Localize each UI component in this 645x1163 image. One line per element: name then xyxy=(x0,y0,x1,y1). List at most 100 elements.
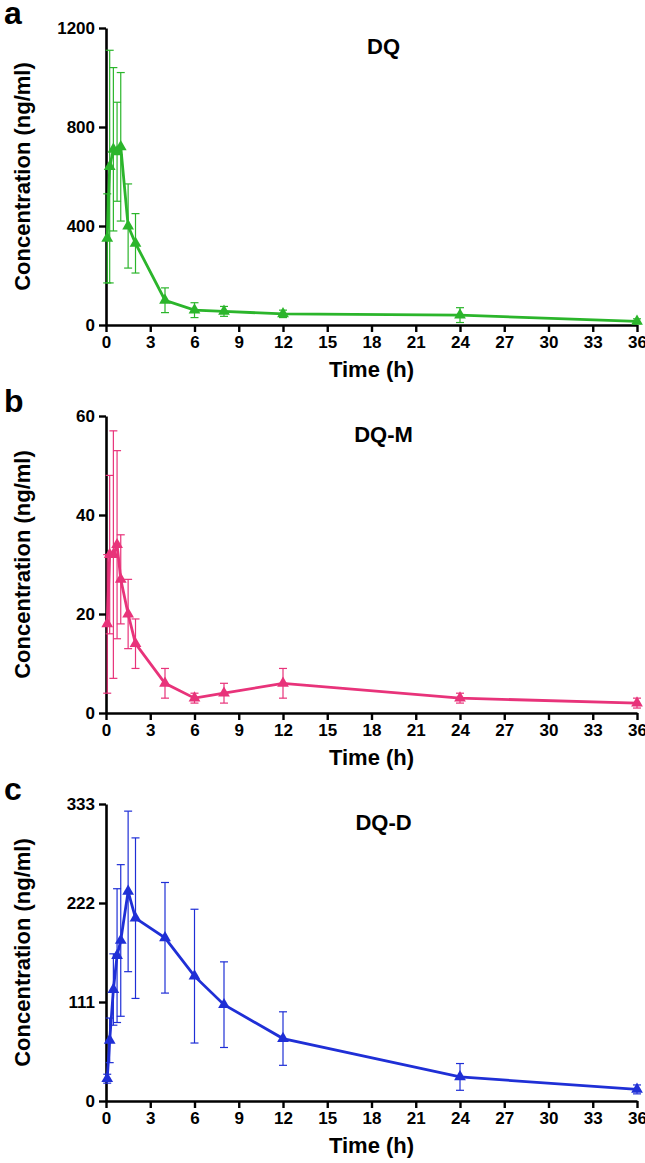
error-bar-cap xyxy=(113,888,121,889)
tick: 3 xyxy=(146,325,155,352)
tick: 18 xyxy=(363,713,382,740)
error-bar-cap xyxy=(633,707,641,708)
tick-label: 30 xyxy=(540,333,559,352)
tick: 6 xyxy=(190,713,199,740)
tick-label: 33 xyxy=(584,333,603,352)
error-bar-cap xyxy=(124,811,132,812)
error-bar-cap xyxy=(161,882,169,883)
y-axis: 0 400 800 1200 xyxy=(57,19,106,335)
tick: 12 xyxy=(274,1101,293,1128)
tick-mark xyxy=(327,713,329,720)
tick: 6 xyxy=(190,1101,199,1128)
tick-label: 9 xyxy=(235,721,244,740)
error-bar-cap xyxy=(161,668,169,669)
tick-mark xyxy=(282,713,284,720)
tick: 33 xyxy=(584,1101,603,1128)
tick-mark xyxy=(194,1101,196,1108)
tick-label: 21 xyxy=(407,1109,426,1128)
panel: 03691215182124273033360111222333cDQ-DTim… xyxy=(4,771,645,1158)
tick: 24 xyxy=(451,713,470,740)
tick-mark xyxy=(592,713,594,720)
y-axis: 0204060 xyxy=(76,407,106,723)
tick-label: 18 xyxy=(363,333,382,352)
tick-label: 27 xyxy=(495,1109,514,1128)
tick: 15 xyxy=(318,713,337,740)
tick-label: 1200 xyxy=(57,19,95,38)
x-axis-title: Time (h) xyxy=(329,357,414,382)
tick-label: 3 xyxy=(146,1109,155,1128)
error-bar-cap xyxy=(124,579,132,580)
tick-label: 18 xyxy=(363,1109,382,1128)
tick-label: 6 xyxy=(190,333,199,352)
marker xyxy=(101,1072,113,1082)
tick-label: 36 xyxy=(628,333,645,352)
tick-mark xyxy=(194,713,196,720)
tick-label: 12 xyxy=(274,721,293,740)
error-bar-cap xyxy=(633,1093,641,1094)
marker xyxy=(111,538,123,548)
tick: 21 xyxy=(407,1101,426,1128)
marker xyxy=(454,691,466,701)
marker xyxy=(189,303,201,313)
tick-mark xyxy=(238,325,240,332)
error-bar-cap xyxy=(279,668,287,669)
tick-mark xyxy=(327,325,329,332)
panel-label: b xyxy=(4,383,24,419)
tick: 15 xyxy=(318,325,337,352)
tick: 0 xyxy=(102,1101,111,1128)
tick-label: 800 xyxy=(67,118,95,137)
tick: 800 xyxy=(67,118,106,137)
tick-mark xyxy=(371,325,373,332)
error-bar-cap xyxy=(161,287,169,288)
axis-line xyxy=(105,417,108,714)
tick-label: 12 xyxy=(274,1109,293,1128)
error-bar-cap xyxy=(132,668,140,669)
marker xyxy=(454,308,466,318)
error-bar-cap xyxy=(279,698,287,699)
tick: 33 xyxy=(584,325,603,352)
marker xyxy=(277,677,289,687)
error-bar-cap xyxy=(191,302,199,303)
tick-mark xyxy=(99,1001,106,1003)
tick-label: 33 xyxy=(584,1109,603,1128)
tick-mark xyxy=(99,324,106,326)
x-axis-title: Time (h) xyxy=(329,1133,414,1158)
tick: 0 xyxy=(86,704,106,723)
tick-mark xyxy=(99,1100,106,1102)
marker xyxy=(218,998,230,1008)
tick: 6 xyxy=(190,325,199,352)
y-axis-title: Concentration (ng/ml) xyxy=(10,62,35,291)
y-axis-title: Concentration (ng/ml) xyxy=(10,450,35,679)
tick-label: 33 xyxy=(584,721,603,740)
tick: 27 xyxy=(495,713,514,740)
error-bar-cap xyxy=(456,307,464,308)
series-line xyxy=(107,891,637,1089)
marker xyxy=(122,885,134,895)
tick: 30 xyxy=(540,325,559,352)
tick: 18 xyxy=(363,1101,382,1128)
tick-label: 400 xyxy=(67,217,95,236)
error-bar-cap xyxy=(161,698,169,699)
marker xyxy=(111,949,123,959)
marker xyxy=(277,1032,289,1042)
marker xyxy=(101,232,113,242)
tick-label: 36 xyxy=(628,1109,645,1128)
tick: 333 xyxy=(67,795,106,814)
error-bar-cap xyxy=(106,282,114,283)
tick-mark xyxy=(415,1101,417,1108)
x-axis: 0369121518212427303336 xyxy=(102,325,645,352)
tick-label: 0 xyxy=(86,316,95,335)
tick-label: 333 xyxy=(67,795,95,814)
tick: 12 xyxy=(274,325,293,352)
error-bar-cap xyxy=(124,971,132,972)
error-bar-cap xyxy=(103,1083,111,1084)
tick: 18 xyxy=(363,325,382,352)
tick: 0 xyxy=(102,713,111,740)
tick: 9 xyxy=(235,325,244,352)
tick: 24 xyxy=(451,1101,470,1128)
error-bar-cap xyxy=(220,961,228,962)
error-bar-cap xyxy=(109,230,117,231)
tick-mark xyxy=(636,713,638,720)
marker xyxy=(218,686,230,696)
tick-label: 15 xyxy=(318,1109,337,1128)
